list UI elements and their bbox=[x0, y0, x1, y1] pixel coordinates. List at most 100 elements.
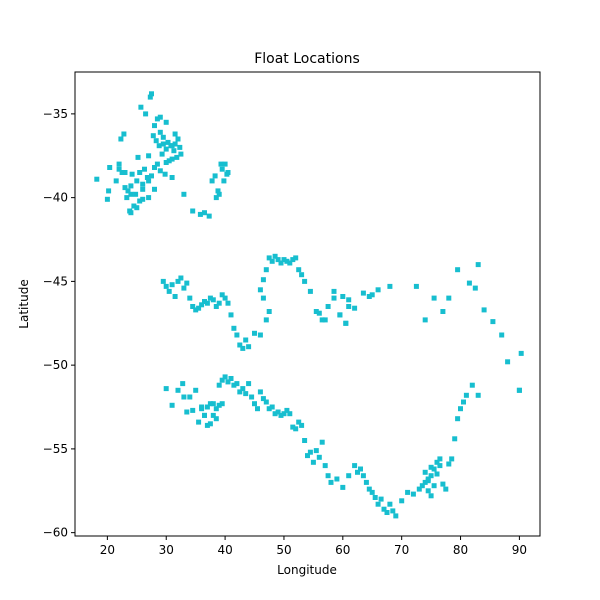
data-point bbox=[106, 188, 112, 194]
data-point bbox=[263, 399, 269, 405]
data-point bbox=[249, 394, 255, 400]
data-point bbox=[293, 255, 299, 261]
data-point bbox=[231, 325, 237, 331]
data-point bbox=[128, 210, 134, 216]
data-point bbox=[387, 283, 393, 289]
data-point bbox=[458, 406, 463, 412]
data-point bbox=[260, 295, 266, 301]
data-point bbox=[143, 111, 149, 117]
data-point bbox=[463, 392, 469, 398]
data-point bbox=[355, 469, 360, 475]
data-point bbox=[313, 448, 319, 454]
data-point bbox=[246, 381, 252, 387]
data-point bbox=[172, 131, 178, 137]
data-point bbox=[505, 359, 511, 365]
data-point bbox=[160, 278, 166, 284]
data-point bbox=[216, 402, 222, 408]
data-point bbox=[152, 165, 157, 170]
data-point bbox=[169, 143, 175, 149]
data-point bbox=[156, 143, 162, 149]
data-point bbox=[293, 426, 299, 432]
data-point bbox=[405, 489, 411, 495]
data-point bbox=[257, 389, 263, 395]
data-point bbox=[149, 91, 154, 97]
data-point bbox=[209, 178, 215, 184]
data-point bbox=[263, 317, 269, 323]
data-point bbox=[204, 300, 210, 306]
data-point bbox=[325, 304, 331, 309]
data-point bbox=[222, 295, 228, 301]
data-point bbox=[131, 203, 137, 209]
data-point bbox=[352, 463, 358, 469]
data-point bbox=[166, 158, 172, 164]
data-point bbox=[222, 374, 228, 380]
data-point bbox=[275, 409, 281, 415]
x-tick-label: 20 bbox=[100, 543, 115, 557]
data-point bbox=[172, 141, 178, 147]
data-point bbox=[152, 123, 157, 129]
data-point bbox=[260, 396, 266, 402]
data-point bbox=[360, 290, 366, 296]
data-point bbox=[428, 493, 434, 499]
data-point bbox=[181, 394, 187, 400]
data-point bbox=[207, 401, 213, 407]
data-point bbox=[446, 461, 452, 467]
data-point bbox=[218, 161, 224, 167]
data-point bbox=[169, 402, 175, 408]
data-point bbox=[422, 317, 428, 323]
data-point bbox=[181, 285, 187, 291]
data-point bbox=[434, 471, 440, 477]
data-point bbox=[443, 486, 449, 492]
data-point bbox=[284, 407, 290, 413]
data-point bbox=[346, 297, 352, 303]
data-point bbox=[346, 473, 352, 479]
data-point bbox=[413, 283, 419, 289]
data-point bbox=[240, 386, 246, 392]
data-point bbox=[290, 424, 296, 430]
data-point bbox=[428, 473, 434, 479]
data-point bbox=[206, 213, 212, 219]
data-point bbox=[193, 307, 199, 313]
data-point bbox=[266, 255, 272, 261]
data-point bbox=[157, 129, 163, 135]
data-point bbox=[425, 488, 431, 494]
data-point bbox=[149, 173, 154, 179]
data-point bbox=[499, 332, 505, 338]
data-point bbox=[296, 419, 302, 425]
data-point bbox=[172, 294, 178, 299]
data-point bbox=[310, 459, 316, 465]
data-point bbox=[440, 481, 446, 487]
data-point bbox=[213, 416, 219, 422]
data-point bbox=[518, 350, 524, 356]
data-point bbox=[157, 168, 163, 174]
data-point bbox=[461, 399, 466, 405]
data-point bbox=[305, 453, 310, 459]
data-point bbox=[366, 294, 372, 299]
data-point bbox=[375, 287, 381, 293]
y-tick-label: −60 bbox=[43, 526, 68, 540]
data-point bbox=[381, 506, 387, 512]
data-point bbox=[422, 469, 428, 475]
data-point bbox=[302, 278, 308, 284]
data-point bbox=[481, 307, 487, 313]
data-point bbox=[490, 319, 496, 325]
data-point bbox=[437, 463, 443, 469]
data-point bbox=[187, 394, 193, 400]
data-point bbox=[466, 280, 472, 286]
data-point bbox=[169, 175, 175, 180]
data-point bbox=[272, 253, 278, 259]
data-point bbox=[210, 412, 216, 418]
data-point bbox=[246, 344, 252, 350]
data-point bbox=[290, 257, 296, 263]
data-point bbox=[128, 183, 134, 189]
data-point bbox=[166, 288, 172, 294]
data-point bbox=[387, 501, 393, 507]
data-point bbox=[165, 139, 171, 145]
data-point bbox=[215, 188, 221, 194]
data-point bbox=[135, 154, 141, 160]
data-point bbox=[449, 456, 455, 462]
data-point bbox=[107, 165, 113, 170]
data-point bbox=[325, 473, 331, 479]
data-point bbox=[225, 379, 231, 385]
data-point bbox=[252, 330, 257, 336]
